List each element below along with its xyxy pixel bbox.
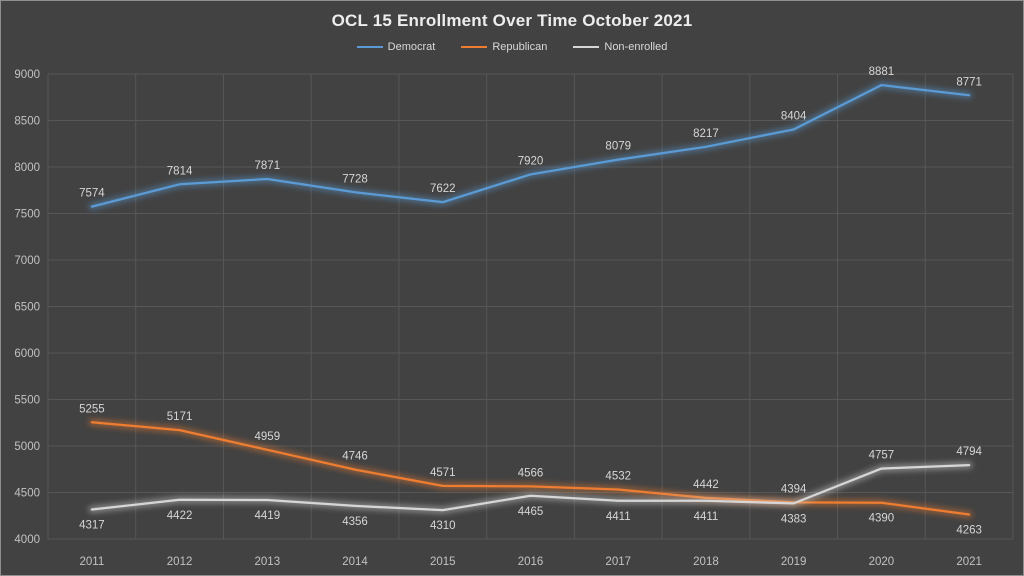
- data-label-republican-2016: 4566: [518, 467, 544, 479]
- data-label-republican-2015: 4571: [430, 467, 456, 479]
- data-label-non-enrolled-2019: 4383: [781, 513, 807, 525]
- data-label-republican-2017: 4532: [605, 471, 631, 483]
- data-label-non-enrolled-2018: 4411: [694, 511, 719, 523]
- data-label-republican-2018: 4442: [693, 479, 719, 491]
- legend-swatch-democrat: [356, 46, 383, 48]
- data-label-democrat-2017: 8079: [605, 141, 631, 153]
- data-label-democrat-2020: 8881: [869, 66, 895, 78]
- series-line-non-enrolled: [90, 464, 971, 512]
- data-label-non-enrolled-2020: 4757: [869, 450, 895, 462]
- y-axis-tick-label: 4000: [14, 534, 40, 546]
- chart-title: OCL 15 Enrollment Over Time October 2021: [331, 11, 693, 30]
- data-label-republican-2011: 5255: [79, 403, 105, 415]
- grid-layer: [47, 73, 1014, 540]
- x-axis-tick-label: 2013: [255, 556, 281, 568]
- data-label-democrat-2011: 7574: [79, 188, 105, 200]
- x-axis-tick-label: 2019: [781, 556, 807, 568]
- y-axis-tick-label: 9000: [14, 69, 40, 81]
- data-label-democrat-2021: 8771: [956, 76, 982, 88]
- data-label-non-enrolled-2015: 4310: [430, 520, 456, 532]
- data-label-republican-2020: 4390: [869, 513, 895, 525]
- y-axis-tick-label: 7500: [14, 209, 40, 221]
- x-axis-tick-label: 2020: [869, 556, 895, 568]
- y-axis-tick-label: 8500: [14, 116, 40, 128]
- data-label-non-enrolled-2016: 4465: [518, 506, 544, 518]
- legend-label-republican: Republican: [492, 41, 548, 53]
- x-axis-tick-label: 2011: [79, 556, 104, 568]
- data-label-democrat-2016: 7920: [518, 155, 544, 167]
- data-label-democrat-2014: 7728: [342, 173, 368, 185]
- series-line-republican: [90, 421, 971, 516]
- data-label-republican-2012: 5171: [167, 411, 193, 423]
- legend-swatch-republican: [461, 46, 488, 48]
- series-line-democrat: [90, 83, 971, 208]
- x-axis-tick-label: 2018: [693, 556, 719, 568]
- series-layer: [88, 81, 973, 519]
- data-label-non-enrolled-2013: 4419: [255, 510, 281, 522]
- legend-swatch-non-enrolled: [573, 46, 600, 48]
- legend: Democrat Republican Non-enrolled: [1, 41, 1023, 53]
- legend-label-non-enrolled: Non-enrolled: [604, 41, 668, 53]
- data-label-democrat-2019: 8404: [781, 110, 807, 122]
- y-axis-tick-label: 5000: [14, 441, 40, 453]
- y-axis-tick-label: 4500: [14, 488, 40, 500]
- y-axis-tick-label: 7000: [14, 255, 40, 267]
- legend-item-republican: Republican: [461, 41, 547, 53]
- data-label-republican-2014: 4746: [342, 451, 368, 463]
- x-axis-tick-label: 2015: [430, 556, 456, 568]
- y-axis-tick-label: 6000: [14, 348, 40, 360]
- data-label-non-enrolled-2012: 4422: [167, 510, 193, 522]
- data-label-republican-2019: 4394: [781, 483, 807, 495]
- legend-label-democrat: Democrat: [387, 41, 436, 53]
- x-axis-tick-label: 2017: [605, 556, 631, 568]
- label-layer: 7574 7814 7871 7728 7622 7920 8079 8217 8404 8881…: [79, 66, 982, 536]
- x-axis-tick-label: 2016: [518, 556, 544, 568]
- y-axis-tick-label: 6500: [14, 302, 40, 314]
- data-label-democrat-2018: 8217: [693, 128, 719, 140]
- x-axis-tick-label: 2012: [167, 556, 193, 568]
- data-label-non-enrolled-2017: 4411: [606, 511, 631, 523]
- legend-item-non-enrolled: Non-enrolled: [573, 41, 667, 53]
- data-label-democrat-2015: 7622: [430, 183, 456, 195]
- data-label-republican-2013: 4959: [255, 431, 281, 443]
- y-axis-tick-label: 8000: [14, 162, 40, 174]
- x-axis-tick-label: 2014: [342, 556, 368, 568]
- data-label-non-enrolled-2011: 4317: [79, 520, 105, 532]
- data-label-republican-2021: 4263: [956, 525, 982, 537]
- y-axis-tick-label: 5500: [14, 395, 40, 407]
- data-label-non-enrolled-2014: 4356: [342, 516, 368, 528]
- axis-layer: 4000 4500 5000 5500 6000 6500 7000 7500 8000 8500…: [14, 69, 982, 568]
- legend-item-democrat: Democrat: [356, 41, 436, 53]
- data-label-non-enrolled-2021: 4794: [956, 446, 982, 458]
- x-axis-tick-label: 2021: [956, 556, 982, 568]
- data-label-democrat-2012: 7814: [167, 165, 193, 177]
- data-label-democrat-2013: 7871: [255, 160, 281, 172]
